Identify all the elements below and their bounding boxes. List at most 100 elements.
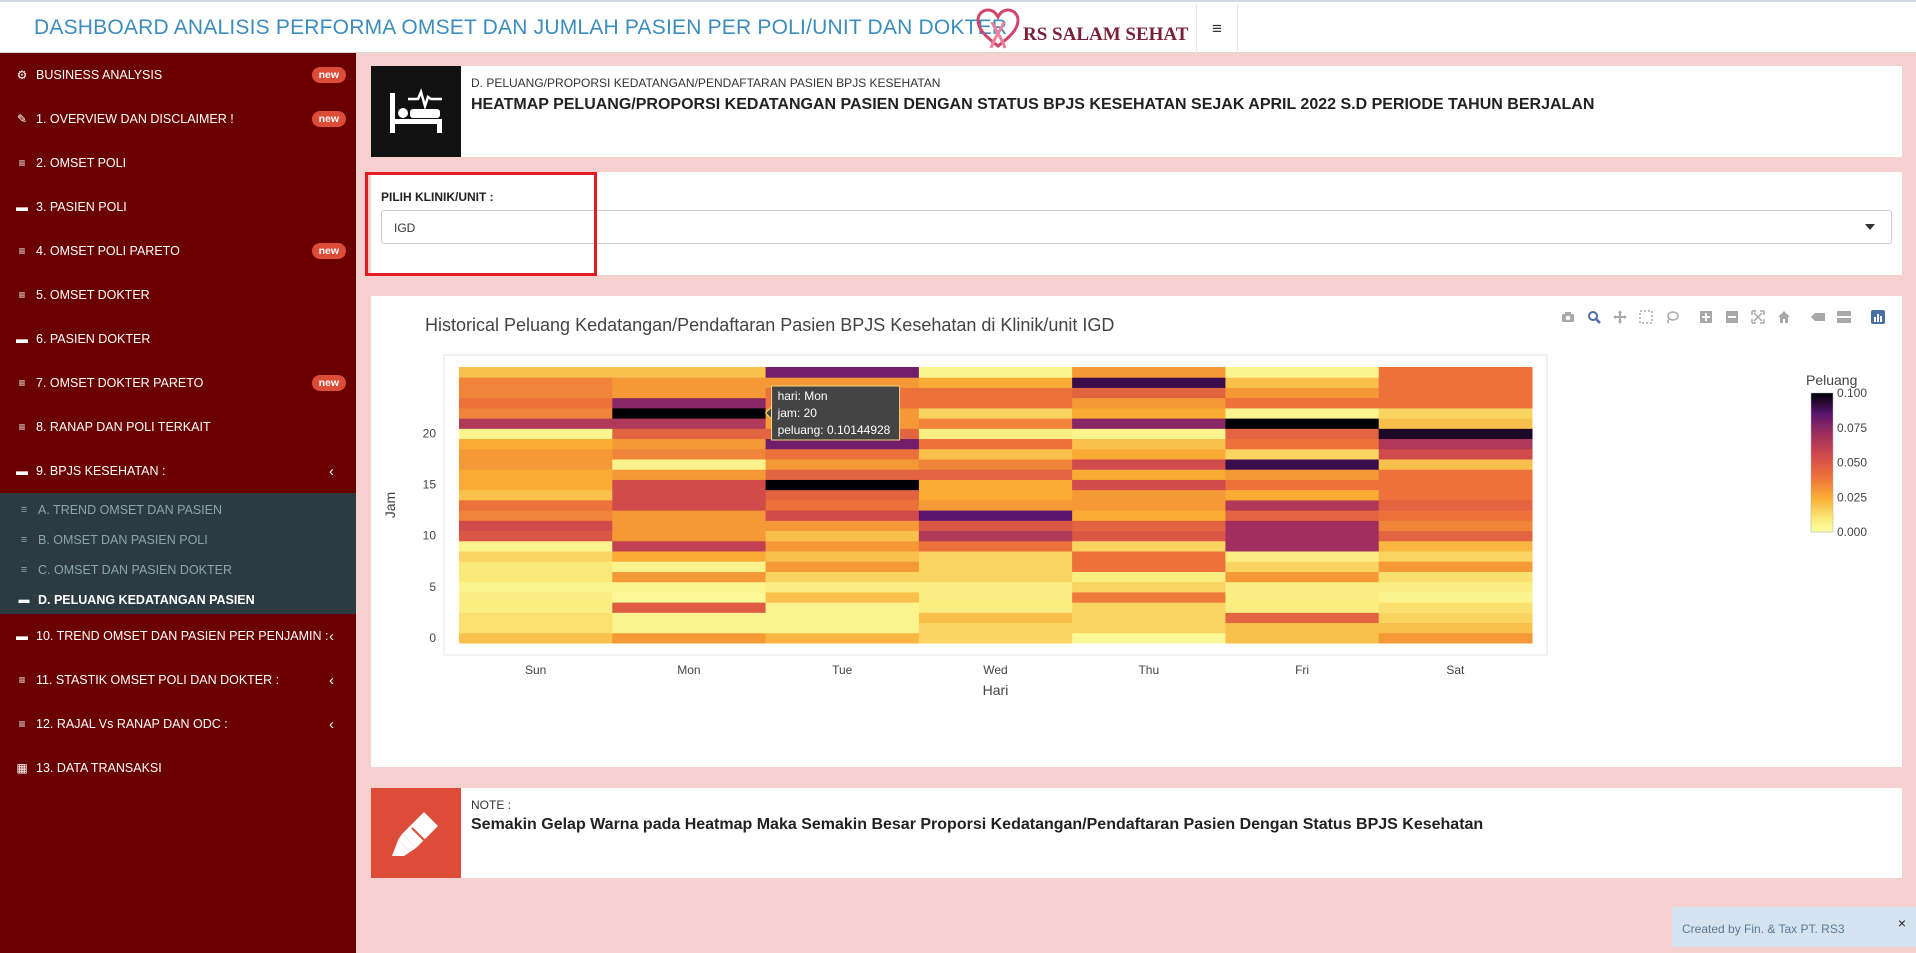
heatmap-cell[interactable] (612, 530, 767, 542)
heatmap-cell[interactable] (1225, 632, 1380, 644)
heatmap-cell[interactable] (765, 377, 920, 388)
heatmap-cell[interactable] (459, 418, 613, 429)
heatmap-cell[interactable] (1072, 469, 1226, 480)
heatmap-cell[interactable] (459, 622, 613, 634)
heatmap-cell[interactable] (765, 591, 920, 603)
heatmap-cell[interactable] (765, 632, 920, 644)
heatmap-cell[interactable] (612, 499, 767, 511)
heatmap-cell[interactable] (612, 489, 767, 501)
heatmap-cell[interactable] (459, 612, 613, 624)
heatmap-cell[interactable] (612, 469, 767, 480)
heatmap-cell[interactable] (612, 448, 767, 460)
sidebar-item[interactable]: ▬ 3. PASIEN POLI (0, 185, 356, 229)
heatmap-cell[interactable] (1072, 459, 1226, 470)
heatmap-cell[interactable] (612, 632, 767, 644)
heatmap-cell[interactable] (765, 602, 920, 613)
heatmap-cell[interactable] (765, 530, 920, 542)
heatmap-cell[interactable] (1072, 520, 1226, 532)
heatmap-cell[interactable] (612, 571, 767, 583)
heatmap-cell[interactable] (459, 387, 613, 399)
heatmap-cell[interactable] (459, 540, 613, 552)
heatmap-cell[interactable] (765, 520, 920, 532)
heatmap-cell[interactable] (765, 499, 920, 511)
sidebar-item[interactable]: ▬ 6. PASIEN DOKTER (0, 317, 356, 361)
heatmap-cell[interactable] (765, 510, 920, 521)
heatmap-cell[interactable] (459, 459, 613, 470)
heatmap-cell[interactable] (765, 489, 920, 501)
heatmap-cell[interactable] (612, 540, 767, 552)
heatmap-cell[interactable] (1378, 612, 1533, 624)
heatmap-cell[interactable] (918, 459, 1073, 470)
heatmap-cell[interactable] (918, 479, 1073, 491)
sidebar-item[interactable]: ▬ 10. TREND OMSET DAN PASIEN PER PENJAMIN… (0, 614, 356, 658)
heatmap-cell[interactable] (612, 407, 767, 419)
heatmap-cell[interactable] (1072, 551, 1226, 562)
sidebar-item[interactable]: ⚙ BUSINESS ANALYSIS new (0, 53, 356, 97)
sidebar-item[interactable]: ▬ 9. BPJS KESEHATAN : ‹ (0, 449, 356, 493)
heatmap-cell[interactable] (612, 459, 767, 470)
heatmap-cell[interactable] (459, 499, 613, 511)
heatmap-cell[interactable] (918, 397, 1073, 409)
heatmap-cell[interactable] (765, 551, 920, 562)
heatmap-cell[interactable] (612, 479, 767, 491)
heatmap-cell[interactable] (918, 469, 1073, 480)
heatmap-cell[interactable] (1225, 479, 1380, 491)
heatmap-cell[interactable] (765, 479, 920, 491)
heatmap-cell[interactable] (918, 622, 1073, 634)
sidebar-item[interactable]: ≡ 2. OMSET POLI (0, 141, 356, 185)
heatmap-cell[interactable] (459, 551, 613, 562)
heatmap-cell[interactable] (459, 489, 613, 501)
heatmap-cell[interactable] (1072, 367, 1226, 378)
heatmap-cell[interactable] (1378, 581, 1533, 593)
heatmap-cell[interactable] (459, 428, 613, 440)
heatmap-cell[interactable] (765, 459, 920, 470)
heatmap-cell[interactable] (612, 397, 767, 409)
heatmap-cell[interactable] (1225, 397, 1380, 409)
heatmap-cell[interactable] (1072, 448, 1226, 460)
heatmap-cell[interactable] (918, 561, 1073, 572)
heatmap-cell[interactable] (765, 367, 920, 378)
heatmap-cell[interactable] (1225, 612, 1380, 624)
heatmap-cell[interactable] (1378, 459, 1533, 470)
heatmap-cell[interactable] (1378, 438, 1533, 450)
heatmap-cell[interactable] (918, 591, 1073, 603)
heatmap-cell[interactable] (1378, 479, 1533, 491)
heatmap-cell[interactable] (1225, 489, 1380, 501)
heatmap-cell[interactable] (612, 377, 767, 388)
heatmap-cell[interactable] (1378, 397, 1533, 409)
heatmap-cell[interactable] (918, 489, 1073, 501)
heatmap-cell[interactable] (1072, 438, 1226, 450)
heatmap-cell[interactable] (612, 551, 767, 562)
heatmap-cell[interactable] (1378, 551, 1533, 562)
heatmap-cell[interactable] (918, 581, 1073, 593)
heatmap-cell[interactable] (1072, 622, 1226, 634)
menu-toggle-button[interactable]: ≡ (1196, 4, 1238, 54)
heatmap-cell[interactable] (1378, 428, 1533, 440)
heatmap-cell[interactable] (1378, 489, 1533, 501)
heatmap-cell[interactable] (612, 622, 767, 634)
heatmap-cell[interactable] (765, 612, 920, 624)
heatmap-cell[interactable] (1225, 407, 1380, 419)
heatmap-cell[interactable] (1378, 561, 1533, 572)
heatmap-cell[interactable] (1378, 571, 1533, 583)
camera-icon[interactable] (1558, 308, 1578, 326)
heatmap-cell[interactable] (1072, 602, 1226, 613)
submenu-item[interactable]: ≡ B. OMSET DAN PASIEN POLI (0, 525, 356, 555)
heatmap-cell[interactable] (765, 622, 920, 634)
heatmap-cell[interactable] (1225, 448, 1380, 460)
submenu-item[interactable]: ≡ A. TREND OMSET DAN PASIEN (0, 495, 356, 525)
heatmap-cell[interactable] (1225, 438, 1380, 450)
heatmap-cell[interactable] (1378, 469, 1533, 480)
heatmap-cell[interactable] (918, 520, 1073, 532)
heatmap-cell[interactable] (459, 448, 613, 460)
heatmap-cell[interactable] (918, 367, 1073, 378)
heatmap-cell[interactable] (1225, 428, 1380, 440)
heatmap-cell[interactable] (1378, 448, 1533, 460)
heatmap-cell[interactable] (1378, 377, 1533, 388)
heatmap-cell[interactable] (1378, 418, 1533, 429)
heatmap-cell[interactable] (1225, 469, 1380, 480)
submenu-item[interactable]: ≡ C. OMSET DAN PASIEN DOKTER (0, 555, 356, 585)
zoom-out-icon[interactable] (1722, 308, 1742, 326)
heatmap-cell[interactable] (459, 469, 613, 480)
heatmap-cell[interactable] (1072, 632, 1226, 644)
